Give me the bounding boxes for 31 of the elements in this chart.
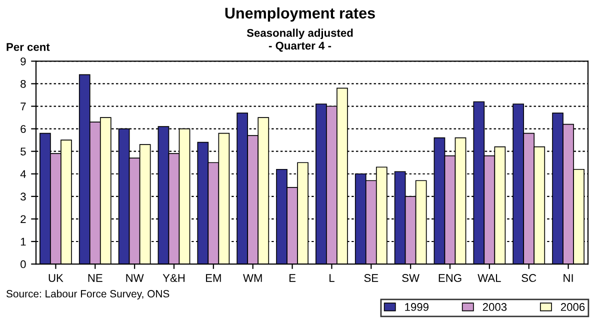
y-tick-label: 9 (20, 57, 26, 66)
source-note: Source: Labour Force Survey, ONS (6, 290, 170, 300)
x-tick-label: UK (48, 274, 64, 282)
x-tick-label: ENG (438, 274, 462, 282)
x-tick-label: NI (564, 274, 573, 282)
x-tick-label: WAL (478, 274, 501, 282)
x-tick-label: L (330, 274, 334, 282)
y-tick-label: 6 (20, 125, 26, 133)
x-tick-label: SC (522, 274, 536, 282)
y-tick-label: 3 (20, 192, 26, 201)
x-tick-label: E (289, 274, 296, 282)
y-axis-title: Per cent (6, 43, 50, 51)
legend-label: 2006 (560, 303, 585, 311)
x-tick-label: EM (206, 274, 221, 282)
x-tick-label: SW (402, 274, 420, 282)
y-tick-label: 5 (20, 148, 26, 156)
y-tick-label: 1 (20, 238, 26, 246)
x-tick-label: Y&H (162, 274, 185, 282)
chart-title: Unemployment rates (225, 7, 375, 22)
y-tick-label: 4 (20, 170, 26, 178)
x-tick-label: WM (243, 274, 262, 282)
legend-label: 1999 (405, 303, 428, 311)
legend-label: 2003 (482, 303, 507, 311)
chart-subtitle: Seasonally adjusted - Quarter 4 - (246, 28, 353, 52)
x-tick-label: NE (88, 274, 102, 282)
x-tick-label: SE (364, 274, 378, 282)
y-tick-label: 7 (20, 102, 26, 110)
y-tick-label: 8 (20, 80, 26, 88)
x-tick-label: NW (126, 274, 144, 282)
y-tick-label: 0 (20, 260, 26, 268)
y-tick-label: 2 (20, 215, 26, 223)
